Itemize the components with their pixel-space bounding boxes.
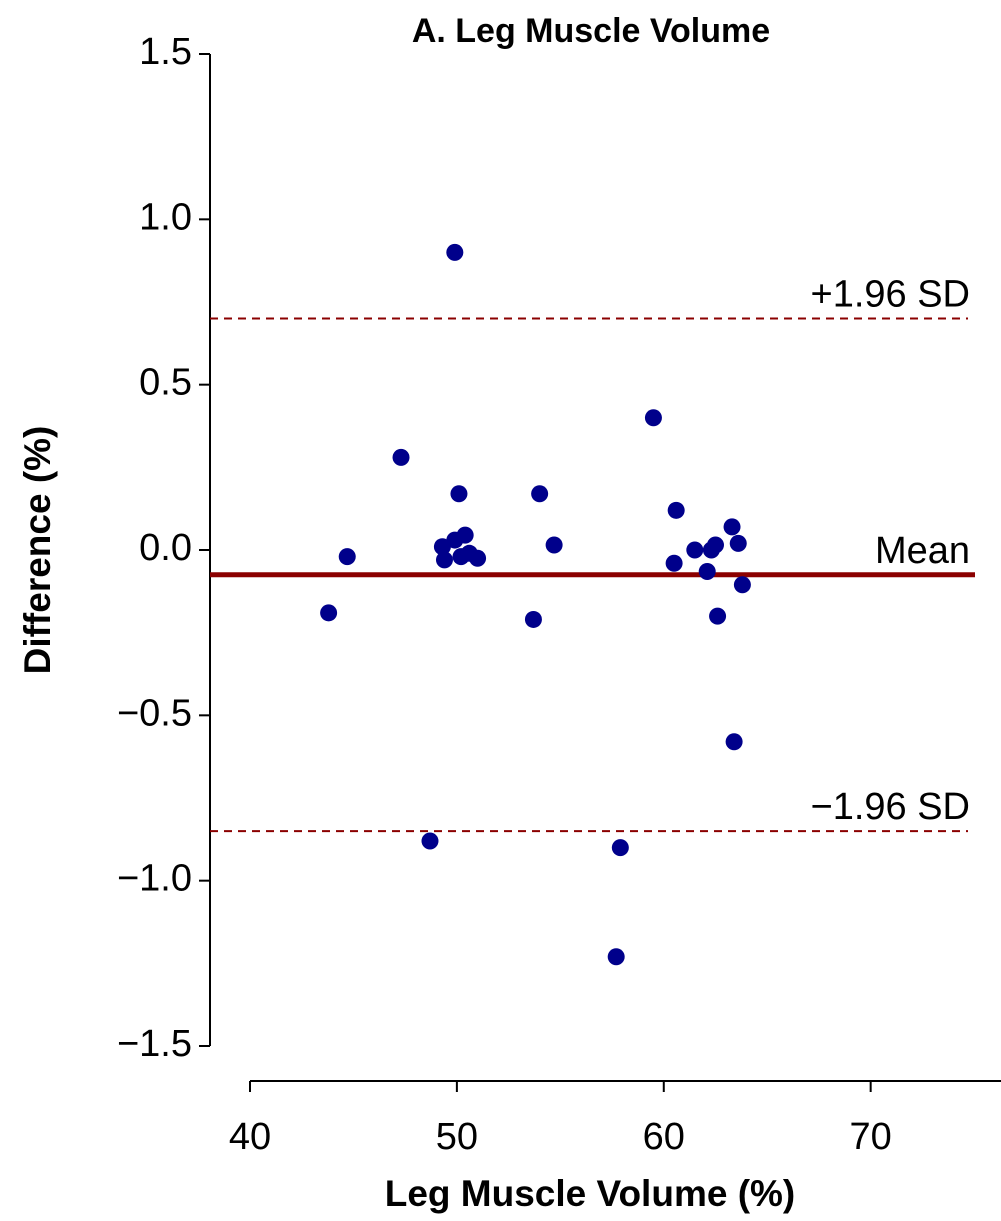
point	[607, 948, 625, 966]
point	[733, 576, 751, 594]
reference-label: Mean	[875, 530, 970, 572]
point	[725, 733, 743, 751]
point	[706, 536, 724, 554]
point	[469, 549, 487, 567]
y-tick-label: −0.5	[117, 692, 192, 734]
point	[446, 243, 464, 261]
point	[545, 536, 563, 554]
y-tick-label: 1.5	[139, 31, 192, 73]
point	[729, 534, 747, 552]
point	[524, 610, 542, 628]
y-tick-label: −1.5	[117, 1023, 192, 1065]
point	[450, 485, 468, 503]
y-tick-label: 0.0	[139, 527, 192, 569]
x-axis-label: Leg Muscle Volume (%)	[385, 1173, 796, 1214]
y-tick-label: 1.0	[139, 196, 192, 238]
x-tick-label: 40	[229, 1116, 271, 1158]
point	[392, 448, 410, 466]
chart-title: A. Leg Muscle Volume	[412, 12, 770, 50]
point	[456, 526, 474, 544]
x-tick-label: 70	[850, 1116, 892, 1158]
reference-label: −1.96 SD	[811, 786, 971, 828]
y-axis-label: Difference (%)	[17, 426, 58, 675]
point	[709, 607, 727, 625]
point	[723, 518, 741, 536]
point	[320, 604, 338, 622]
point	[338, 548, 356, 566]
point	[531, 485, 549, 503]
reference-label: +1.96 SD	[811, 274, 971, 316]
point	[611, 839, 629, 857]
x-tick-label: 60	[643, 1116, 685, 1158]
point	[667, 501, 685, 519]
point	[421, 832, 439, 850]
x-tick-label: 50	[436, 1116, 478, 1158]
point	[698, 562, 716, 580]
point	[665, 554, 683, 572]
y-tick-label: 0.5	[139, 362, 192, 404]
point	[435, 551, 453, 569]
point	[644, 409, 662, 427]
y-tick-label: −1.0	[117, 858, 192, 900]
point	[686, 541, 704, 559]
